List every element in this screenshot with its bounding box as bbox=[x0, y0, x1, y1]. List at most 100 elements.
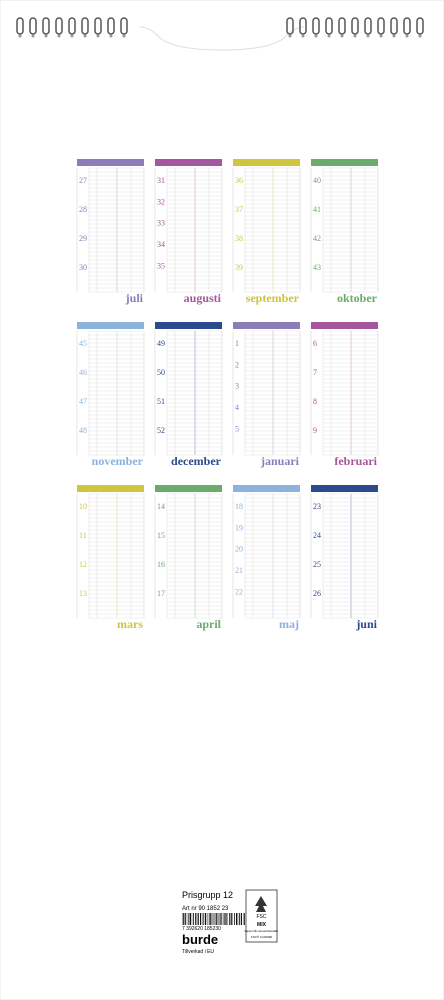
week-number: 38 bbox=[235, 234, 243, 243]
ring-hole bbox=[418, 34, 422, 38]
ring-hole bbox=[327, 34, 331, 38]
ring-hole bbox=[57, 34, 61, 38]
bar bbox=[225, 913, 227, 925]
ring-hole bbox=[301, 34, 305, 38]
week-number: 36 bbox=[235, 176, 243, 185]
week-number: 39 bbox=[235, 263, 243, 272]
month-panel: 45 46 47 48 november bbox=[76, 322, 145, 468]
week-number: 32 bbox=[157, 197, 165, 206]
ring bbox=[81, 17, 89, 35]
week-number: 28 bbox=[79, 205, 87, 214]
bar bbox=[230, 913, 232, 925]
month-name: november bbox=[92, 454, 144, 468]
made-in: Tillverkad i EU bbox=[182, 949, 214, 955]
month-name: juli bbox=[125, 291, 144, 305]
week-number: 25 bbox=[313, 560, 321, 569]
barcode bbox=[182, 913, 245, 925]
month-header bbox=[233, 485, 300, 492]
week-number: 43 bbox=[313, 263, 321, 272]
ring bbox=[351, 17, 359, 35]
week-number: 29 bbox=[79, 234, 87, 243]
bar bbox=[236, 913, 238, 925]
week-number: 22 bbox=[235, 587, 243, 596]
ring bbox=[416, 17, 424, 35]
ring-hole bbox=[379, 34, 383, 38]
ring-hole bbox=[70, 34, 74, 38]
month-header bbox=[77, 322, 144, 329]
week-number: 50 bbox=[157, 368, 165, 377]
ring-hole bbox=[353, 34, 357, 38]
week-number: 31 bbox=[157, 176, 165, 185]
month-name: december bbox=[171, 454, 222, 468]
ring bbox=[120, 17, 128, 35]
ring-hole bbox=[31, 34, 35, 38]
week-number: 6 bbox=[313, 339, 317, 348]
month-name: september bbox=[246, 291, 300, 305]
month-panel: 18 19 20 21 22 maj bbox=[232, 485, 301, 631]
week-number: 46 bbox=[79, 368, 87, 377]
week-number: 4 bbox=[235, 403, 239, 412]
bar bbox=[200, 913, 202, 925]
week-number: 26 bbox=[313, 589, 321, 598]
month-header bbox=[233, 322, 300, 329]
bar bbox=[193, 913, 194, 925]
article-number: Art nr 90 1852 23 bbox=[182, 906, 229, 912]
week-number: 2 bbox=[235, 360, 239, 369]
week-number: 41 bbox=[313, 205, 321, 214]
bar bbox=[234, 913, 235, 925]
ring bbox=[403, 17, 411, 35]
month-name: januari bbox=[260, 454, 300, 468]
month-header bbox=[155, 322, 222, 329]
bar bbox=[240, 913, 242, 925]
month-panel: 31 32 33 34 35 augusti bbox=[154, 159, 223, 305]
month-name: mars bbox=[117, 617, 143, 631]
ring bbox=[29, 17, 37, 35]
month-panel: 6 7 8 9 februari bbox=[310, 322, 379, 468]
bar bbox=[244, 913, 245, 925]
ring-hole bbox=[122, 34, 126, 38]
week-number: 52 bbox=[157, 426, 165, 435]
week-number: 13 bbox=[79, 589, 87, 598]
month-name: maj bbox=[279, 617, 299, 631]
bar bbox=[195, 913, 197, 925]
month-panel: 14 15 16 17 april bbox=[154, 485, 223, 631]
bar bbox=[220, 913, 222, 925]
month-name: oktober bbox=[337, 291, 378, 305]
week-number: 49 bbox=[157, 339, 165, 348]
month-header bbox=[77, 159, 144, 166]
month-panel: 27 28 29 30 juli bbox=[76, 159, 145, 305]
ring bbox=[338, 17, 346, 35]
week-number: 45 bbox=[79, 339, 87, 348]
week-number: 42 bbox=[313, 234, 321, 243]
month-name: februari bbox=[334, 454, 377, 468]
week-number: 19 bbox=[235, 523, 243, 532]
ring bbox=[55, 17, 63, 35]
barcode-digits: 7 392620 185230 bbox=[182, 926, 221, 932]
ring bbox=[16, 17, 24, 35]
bar bbox=[184, 913, 186, 925]
fsc-box bbox=[245, 889, 278, 943]
week-number: 17 bbox=[157, 589, 165, 598]
bar bbox=[203, 913, 205, 925]
ring bbox=[68, 17, 76, 35]
week-number: 16 bbox=[157, 560, 165, 569]
week-number: 33 bbox=[157, 219, 165, 228]
bar bbox=[215, 913, 217, 925]
bar bbox=[210, 913, 212, 925]
week-number: 10 bbox=[79, 502, 87, 511]
bar bbox=[198, 913, 199, 925]
product-label: Prisgrupp 12 Art nr 90 1852 23 7 392620 … bbox=[182, 889, 279, 955]
week-number: 14 bbox=[157, 502, 165, 511]
ring bbox=[312, 17, 320, 35]
bar bbox=[239, 913, 240, 925]
week-number: 37 bbox=[235, 205, 243, 214]
bar bbox=[213, 913, 215, 925]
price-group: Prisgrupp 12 bbox=[182, 890, 233, 900]
ring bbox=[299, 17, 307, 35]
month-panel: 1 2 3 4 5 januari bbox=[232, 322, 301, 468]
ring bbox=[286, 17, 294, 35]
bar bbox=[189, 913, 191, 925]
ring-hole bbox=[44, 34, 48, 38]
week-number: 9 bbox=[313, 426, 317, 435]
